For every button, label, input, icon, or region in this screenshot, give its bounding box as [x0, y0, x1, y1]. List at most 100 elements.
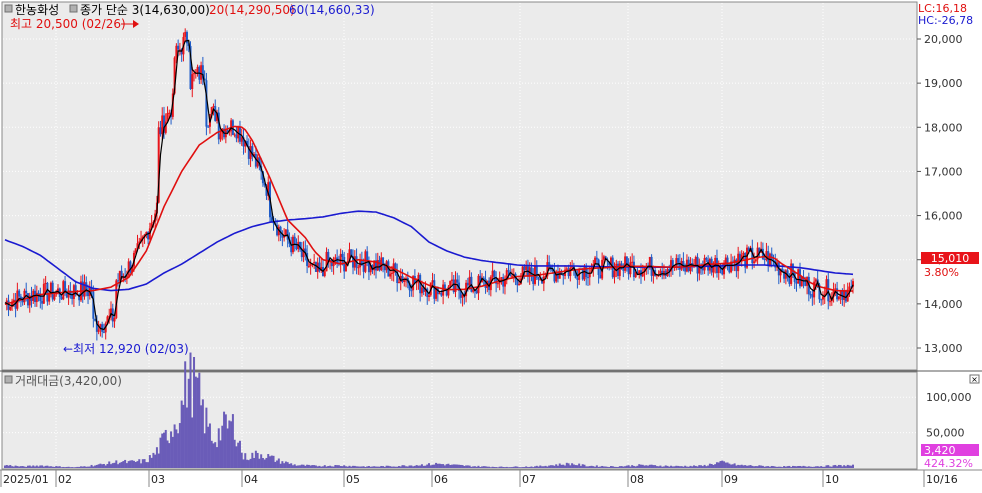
candle-body — [599, 275, 602, 279]
candle-body — [809, 294, 812, 296]
volume-bar — [161, 433, 164, 468]
candle-body — [62, 281, 65, 300]
volume-bar — [104, 465, 107, 468]
volume-bar — [556, 465, 559, 468]
volume-bar — [541, 466, 544, 468]
volume-bar — [578, 463, 581, 468]
volume-bar — [115, 460, 118, 468]
panel-close-icon[interactable] — [969, 374, 980, 384]
volume-bar — [685, 466, 688, 468]
volume-bar — [802, 465, 805, 468]
volume-bar — [442, 464, 445, 468]
volume-bar — [825, 465, 828, 468]
volume-bar — [49, 466, 52, 468]
volume-bar — [542, 466, 545, 468]
volume-bar — [564, 465, 567, 468]
volume-bar — [631, 465, 634, 468]
volume-bar — [470, 466, 473, 468]
volume-bar — [555, 464, 558, 468]
volume-bar — [348, 465, 351, 468]
candle-body — [348, 249, 351, 262]
volume-bar — [177, 433, 180, 468]
volume-bar — [592, 466, 595, 468]
candle-body — [283, 235, 286, 238]
candle-body — [203, 78, 206, 81]
volume-bar — [136, 461, 139, 468]
volume-bar — [519, 467, 522, 468]
volume-bar — [380, 465, 383, 468]
volume-bar — [648, 464, 651, 468]
candle-body — [240, 137, 243, 142]
candle-body — [622, 269, 625, 271]
volume-bar — [530, 466, 533, 468]
candle-body — [643, 266, 646, 272]
volume-bar — [283, 463, 286, 468]
candle-body — [177, 45, 180, 50]
candle-body — [804, 279, 807, 286]
volume-bar — [83, 466, 86, 468]
volume-bar — [726, 462, 729, 468]
volume-tick-label: 100,000 — [926, 391, 972, 404]
volume-bar — [786, 466, 789, 468]
volume-bar — [201, 399, 204, 468]
candle-body — [814, 279, 817, 282]
volume-bar — [327, 466, 330, 468]
volume-bar — [784, 466, 787, 468]
volume-square-icon[interactable] — [4, 375, 13, 384]
candle-body — [450, 279, 453, 281]
candle-body — [339, 253, 342, 265]
volume-bar — [774, 466, 777, 468]
candle-body — [21, 299, 24, 303]
volume-bar — [484, 466, 487, 468]
volume-bar — [263, 459, 266, 468]
candle-body — [136, 243, 139, 249]
volume-bar — [51, 466, 54, 468]
volume-bar — [459, 464, 462, 468]
candle-body — [505, 270, 508, 281]
volume-bar — [274, 461, 277, 468]
candle-body — [314, 262, 317, 272]
candle-body — [83, 282, 86, 297]
volume-bar — [634, 466, 637, 468]
volume-bar — [816, 466, 819, 468]
volume-bar — [481, 466, 483, 468]
volume-bar — [164, 429, 167, 468]
volume-bar — [452, 464, 455, 468]
volume-bar — [198, 372, 201, 468]
volume-bar — [254, 450, 257, 468]
candle-body — [422, 287, 425, 292]
volume-bar — [583, 464, 586, 468]
stock-name: 한농화성 — [15, 3, 59, 17]
volume-bar — [848, 465, 851, 468]
volume-bar — [207, 426, 210, 468]
volume-bar — [682, 466, 685, 468]
candle-body — [518, 283, 521, 286]
volume-bar — [276, 460, 279, 468]
candle-body — [670, 260, 673, 272]
candle-body — [461, 294, 464, 298]
volume-bar — [44, 465, 47, 468]
volume-bar — [447, 463, 450, 468]
volume-bar — [228, 420, 231, 468]
candle-body — [141, 236, 144, 239]
volume-bar — [389, 466, 392, 468]
candle-body — [90, 287, 93, 292]
candle-body — [265, 185, 268, 196]
volume-bar — [90, 464, 93, 468]
candle-body — [834, 288, 837, 290]
volume-bar — [210, 440, 213, 468]
volume-bar — [412, 466, 415, 468]
close-square-icon[interactable] — [69, 4, 78, 13]
last-price-value: 15,010 — [931, 252, 970, 265]
candle-body — [772, 259, 775, 261]
volume-bar — [701, 466, 704, 468]
candle-body — [350, 249, 353, 257]
volume-bar — [428, 463, 430, 468]
volume-bar — [445, 464, 448, 468]
volume-bar — [850, 465, 853, 468]
volume-bar — [4, 465, 6, 468]
volume-bar — [401, 465, 404, 468]
volume-bar — [424, 465, 427, 468]
stock-square-icon[interactable] — [4, 4, 13, 13]
volume-bar — [807, 466, 810, 468]
